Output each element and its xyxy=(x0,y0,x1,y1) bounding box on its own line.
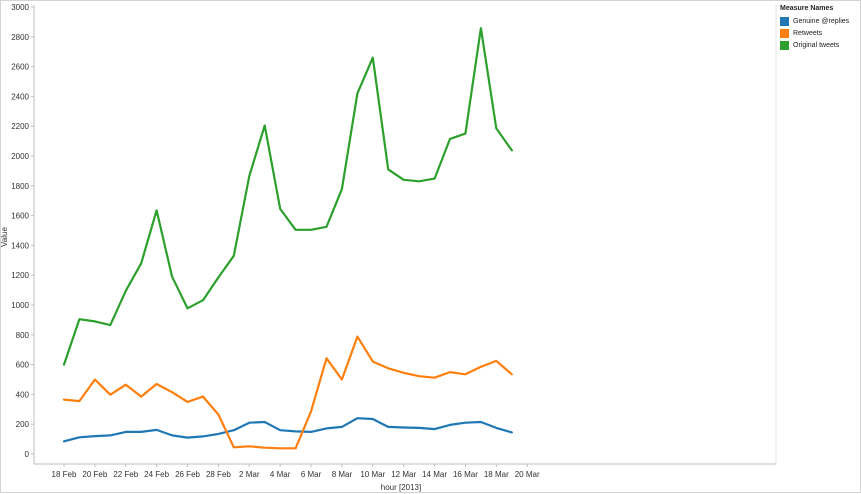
y-tick-label: 2200 xyxy=(11,122,29,131)
x-tick-label: 28 Feb xyxy=(206,470,231,479)
y-tick-label: 600 xyxy=(16,361,30,370)
legend-label-retweets: Retweets xyxy=(793,29,823,37)
x-axis-title: hour [2013] xyxy=(381,483,421,492)
x-axis-ticks: 18 Feb 20 Feb 22 Feb 24 Feb 26 Feb 28 Feb 2 Ma… xyxy=(52,464,540,479)
y-tick-label: 2600 xyxy=(11,63,29,72)
y-tick-label: 2800 xyxy=(11,33,29,42)
legend-item-original-tweets[interactable]: Original tweets xyxy=(780,39,858,51)
x-tick-label: 6 Mar xyxy=(301,470,322,479)
x-tick-label: 26 Feb xyxy=(175,470,200,479)
legend: Measure Names Genuine @replies Retweets … xyxy=(780,5,858,51)
x-tick-label: 18 Mar xyxy=(484,470,509,479)
legend-label-genuine-replies: Genuine @replies xyxy=(793,17,850,25)
legend-item-genuine-replies[interactable]: Genuine @replies xyxy=(780,15,858,27)
legend-swatch-genuine-replies xyxy=(780,16,789,26)
legend-title: Measure Names xyxy=(780,5,834,12)
x-tick-label: 8 Mar xyxy=(332,470,353,479)
x-tick-label: 18 Feb xyxy=(52,470,77,479)
y-tick-label: 1200 xyxy=(11,271,29,280)
series-line-original-tweets xyxy=(62,27,513,366)
y-tick-label: 800 xyxy=(16,331,30,340)
legend-label-original-tweets: Original tweets xyxy=(793,41,840,49)
y-tick-label: 200 xyxy=(16,420,30,429)
y-tick-label: 1400 xyxy=(11,241,29,250)
y-axis-ticks: 0 200 400 600 800 1000 1200 1400 1600 1800 2000 220… xyxy=(11,3,34,459)
series-line-retweets xyxy=(62,335,513,450)
x-tick-label: 20 Feb xyxy=(82,470,107,479)
y-tick-label: 1600 xyxy=(11,212,29,221)
x-tick-label: 24 Feb xyxy=(144,470,169,479)
legend-swatch-retweets xyxy=(780,28,789,38)
x-tick-label: 4 Mar xyxy=(270,470,291,479)
x-tick-label: 12 Mar xyxy=(391,470,416,479)
y-tick-label: 1000 xyxy=(11,301,29,310)
y-tick-label: 1800 xyxy=(11,182,29,191)
y-axis-title: Value xyxy=(1,227,9,247)
chart-axes xyxy=(33,5,777,465)
x-tick-label: 2 Mar xyxy=(239,470,260,479)
series-line-genuine-replies xyxy=(62,417,513,443)
x-tick-label: 10 Mar xyxy=(360,470,385,479)
y-tick-label: 2400 xyxy=(11,92,29,101)
y-tick-label: 0 xyxy=(25,450,30,459)
legend-swatch-original-tweets xyxy=(780,40,789,50)
y-tick-label: 400 xyxy=(16,390,30,399)
x-tick-label: 20 Mar xyxy=(515,470,540,479)
legend-item-retweets[interactable]: Retweets xyxy=(780,27,858,39)
y-tick-label: 2000 xyxy=(11,152,29,161)
x-tick-label: 16 Mar xyxy=(453,470,478,479)
x-tick-label: 22 Feb xyxy=(113,470,138,479)
x-tick-label: 14 Mar xyxy=(422,470,447,479)
series-lines xyxy=(62,27,513,450)
y-tick-label: 3000 xyxy=(11,3,29,12)
